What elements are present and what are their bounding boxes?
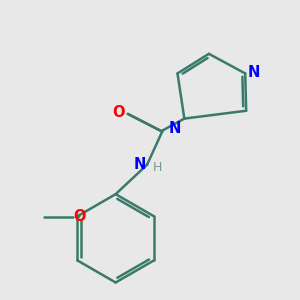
- Text: O: O: [112, 105, 125, 120]
- Text: N: N: [248, 65, 260, 80]
- Text: N: N: [133, 157, 145, 172]
- Text: O: O: [74, 209, 86, 224]
- Text: N: N: [168, 121, 181, 136]
- Text: H: H: [152, 160, 162, 174]
